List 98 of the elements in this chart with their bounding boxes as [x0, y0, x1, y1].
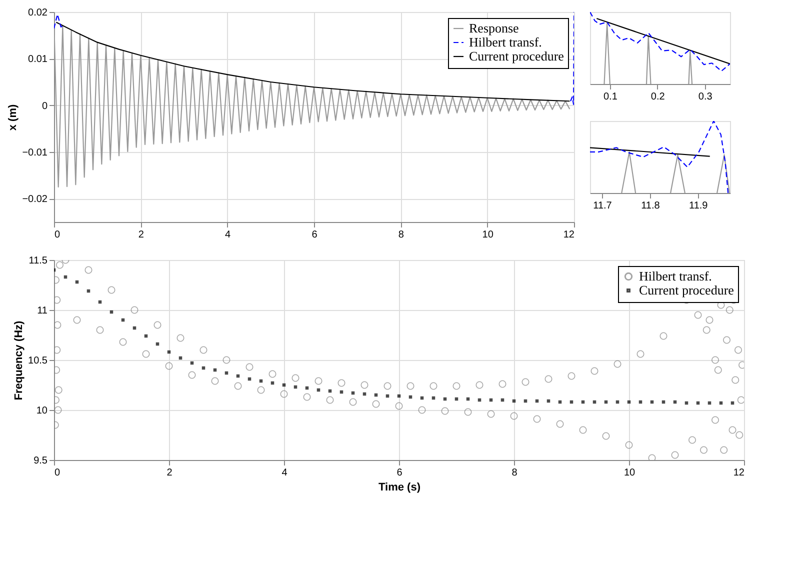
point [524, 399, 528, 403]
x-tick-label: 10 [624, 468, 636, 478]
point [546, 399, 550, 403]
point [432, 396, 436, 400]
x-tick-label: 8 [398, 230, 404, 240]
point [616, 400, 620, 404]
x-tick-label: 11.7 [593, 200, 612, 212]
x-tick-label: 2 [138, 230, 144, 240]
point [478, 398, 482, 402]
point [156, 342, 160, 346]
point [305, 386, 309, 390]
point [75, 280, 79, 284]
y-tick-label: 0.01 [28, 54, 48, 66]
point [328, 389, 332, 393]
y-tick-label: 9.5 [34, 456, 48, 466]
point [270, 381, 274, 385]
point [213, 368, 217, 372]
point [719, 401, 723, 405]
point [362, 392, 366, 396]
y-tick-label: 11.5 [28, 256, 48, 266]
x-tick-label: 11.9 [689, 200, 708, 212]
point [178, 356, 182, 360]
x-tick-label: 0 [54, 230, 60, 240]
y-tick-label: −0.01 [22, 148, 48, 158]
point [98, 300, 102, 304]
point [581, 400, 585, 404]
point [397, 394, 401, 398]
x-tick-label: 12 [563, 230, 575, 240]
y-tick-label: 11 [37, 306, 48, 316]
x-tick-label: 0.1 [603, 92, 618, 102]
point [627, 400, 631, 404]
point [466, 397, 470, 401]
x-tick-label: 11.8 [641, 200, 660, 212]
point [294, 385, 298, 389]
x-tick-label: 0 [54, 468, 60, 478]
point [696, 401, 700, 405]
y-tick-label: −0.02 [22, 194, 48, 206]
point [500, 398, 504, 402]
point [662, 400, 666, 404]
point [570, 400, 574, 404]
point [604, 400, 608, 404]
point [316, 388, 320, 392]
y-tick-label: 0.02 [28, 8, 48, 18]
point [708, 401, 712, 405]
point [340, 390, 344, 394]
point [386, 394, 390, 398]
point [236, 374, 240, 378]
point [454, 397, 458, 401]
y-tick-label: 10 [36, 406, 48, 416]
point [684, 401, 688, 405]
legend-label: Current procedure [639, 282, 734, 298]
x-axis-title: Time (s) [378, 482, 421, 494]
point [408, 395, 412, 399]
point [420, 396, 424, 400]
point [190, 361, 194, 365]
point [144, 334, 148, 338]
point [86, 289, 90, 293]
line-series [54, 22, 570, 188]
legend-label: Current procedure [469, 48, 564, 64]
x-tick-label: 4 [225, 230, 232, 240]
x-tick-label: 6 [312, 230, 318, 240]
legend-label: Response [469, 20, 520, 36]
point [592, 400, 596, 404]
x-tick-label: 2 [166, 468, 173, 478]
x-tick-label: 8 [512, 468, 518, 478]
y-tick-label: 10.5 [28, 356, 48, 366]
point [638, 400, 642, 404]
point [351, 391, 355, 395]
y-axis-title: x (m) [7, 104, 20, 131]
x-tick-label: 10 [482, 230, 494, 240]
point [167, 350, 171, 354]
point [202, 366, 206, 370]
point [259, 379, 263, 383]
point [558, 400, 562, 404]
point [282, 383, 286, 387]
point [64, 275, 68, 279]
point [535, 399, 539, 403]
point [374, 393, 378, 397]
x-tick-label: 12 [733, 468, 745, 478]
point [730, 401, 734, 405]
point [110, 310, 114, 314]
point [224, 371, 228, 375]
x-tick-label: 6 [396, 468, 403, 478]
point [443, 397, 447, 401]
point [121, 318, 125, 322]
legend-label: Hilbert transf. [469, 34, 542, 50]
y-tick-label: 0 [42, 100, 48, 112]
point [132, 326, 136, 330]
point [512, 399, 516, 403]
point [248, 377, 252, 381]
point [673, 400, 677, 404]
point [650, 400, 654, 404]
legend-label: Hilbert transf. [639, 268, 712, 284]
point [489, 398, 493, 402]
x-tick-label: 4 [282, 468, 288, 478]
x-tick-label: 0.2 [650, 92, 666, 102]
x-tick-label: 0.3 [698, 92, 713, 102]
y-axis-title: Frequency (Hz) [13, 320, 26, 400]
